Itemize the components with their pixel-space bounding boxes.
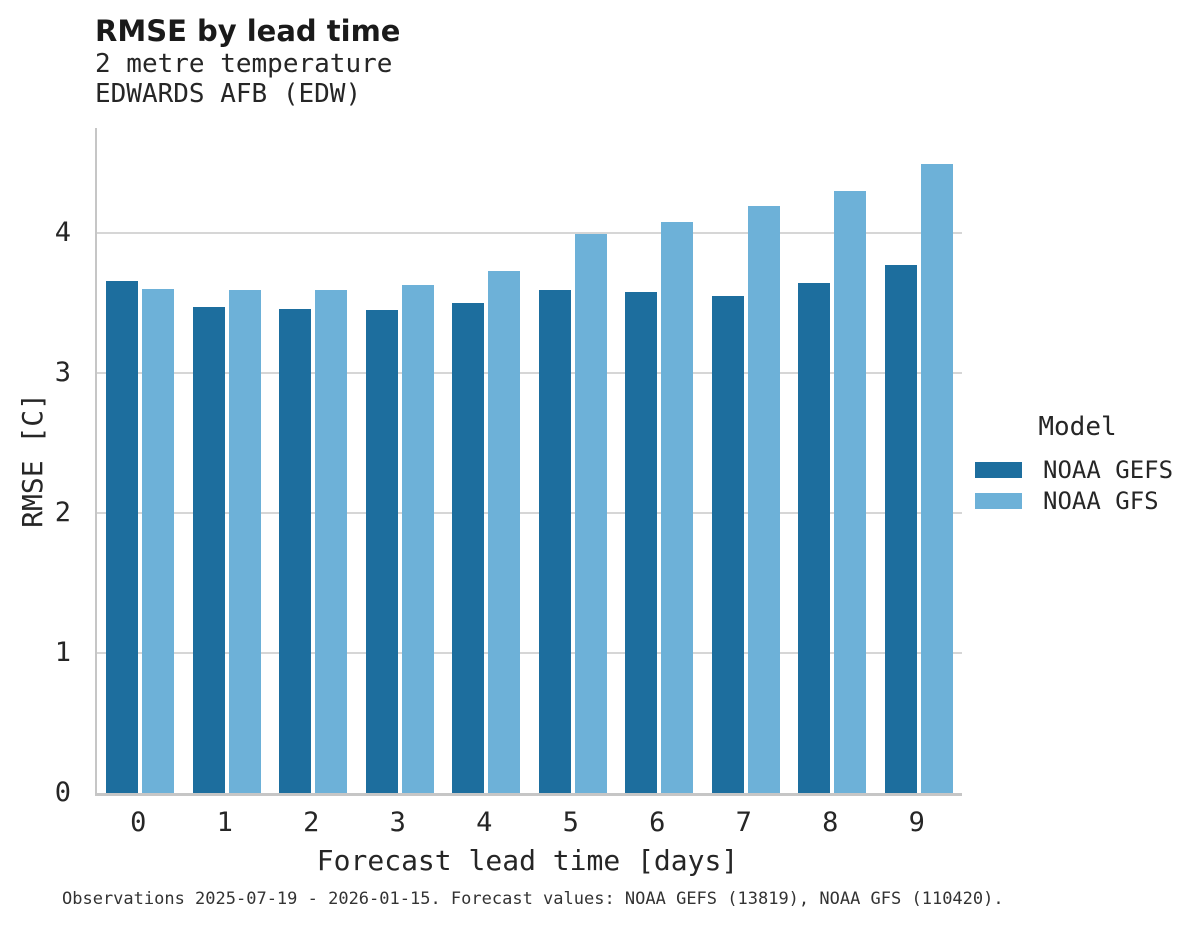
x-axis-title: Forecast lead time [days] (316, 844, 739, 877)
bar-noaa-gfs-lead-5 (574, 234, 607, 793)
plot-area (95, 128, 962, 796)
x-tick-label-8: 8 (822, 807, 839, 838)
gridline-y3 (97, 372, 962, 374)
bar-noaa-gefs-lead-7 (711, 296, 744, 793)
bar-group-lead-7 (703, 206, 790, 793)
gridline-y1 (97, 652, 962, 654)
y-tick-label-2: 2 (54, 497, 71, 528)
x-tick-label-3: 3 (389, 807, 406, 838)
bar-noaa-gfs-lead-2 (315, 290, 348, 793)
x-tick-label-0: 0 (130, 807, 147, 838)
legend-item-noaa-gefs: NOAA GEFS (975, 454, 1180, 485)
x-tick-label-2: 2 (303, 807, 320, 838)
bar-group-lead-4 (443, 271, 530, 793)
x-tick-label-4: 4 (476, 807, 493, 838)
legend-label-noaa-gfs: NOAA GFS (1043, 486, 1159, 515)
bar-noaa-gefs-lead-2 (279, 309, 312, 793)
bar-noaa-gefs-lead-1 (192, 307, 225, 793)
legend-label-noaa-gefs: NOAA GEFS (1043, 455, 1174, 484)
bar-noaa-gfs-lead-0 (142, 289, 175, 793)
bar-group-lead-5 (530, 234, 617, 793)
bar-noaa-gefs-lead-3 (365, 310, 398, 793)
gridline-y2 (97, 512, 962, 514)
bar-noaa-gefs-lead-0 (106, 281, 139, 793)
caption: Observations 2025-07-19 - 2026-01-15. Fo… (62, 889, 1004, 909)
chart-subtitle-variable: 2 metre temperature (95, 48, 393, 79)
bar-group-lead-3 (357, 285, 444, 793)
x-tick-label-6: 6 (649, 807, 666, 838)
bar-group-lead-2 (270, 290, 357, 793)
bar-group-lead-8 (789, 191, 876, 793)
bar-group-lead-6 (616, 222, 703, 793)
bar-noaa-gefs-lead-8 (798, 283, 831, 793)
noaa-gfs-swatch (975, 492, 1022, 509)
bar-noaa-gfs-lead-7 (747, 206, 780, 793)
bar-noaa-gfs-lead-4 (488, 271, 521, 793)
bar-group-lead-9 (876, 164, 963, 793)
y-tick-label-0: 0 (54, 777, 71, 808)
x-axis-ticks: 0 1 2 3 4 5 6 7 8 9 (95, 807, 960, 839)
legend-item-noaa-gfs: NOAA GFS (975, 485, 1180, 516)
x-tick-label-1: 1 (216, 807, 233, 838)
y-tick-label-3: 3 (54, 357, 71, 388)
gridline-y4 (97, 232, 962, 234)
chart-header: RMSE by lead time 2 metre temperature ED… (95, 14, 400, 110)
bar-noaa-gfs-lead-9 (920, 164, 953, 793)
y-axis-ticks: 0 1 2 3 4 (0, 128, 71, 808)
bar-noaa-gfs-lead-1 (228, 290, 261, 793)
bar-noaa-gfs-lead-8 (834, 191, 867, 793)
y-tick-label-4: 4 (54, 217, 71, 248)
y-tick-label-1: 1 (54, 637, 71, 668)
bar-groups (97, 128, 962, 793)
bar-noaa-gfs-lead-6 (661, 222, 694, 793)
bar-noaa-gefs-lead-6 (625, 292, 658, 793)
bar-group-lead-1 (184, 290, 271, 793)
noaa-gefs-swatch (975, 461, 1022, 478)
bar-noaa-gefs-lead-4 (452, 303, 485, 793)
legend: Model NOAA GEFS NOAA GFS (975, 412, 1180, 516)
bar-noaa-gefs-lead-9 (884, 265, 917, 793)
bar-group-lead-0 (97, 281, 184, 793)
legend-title: Model (1038, 412, 1117, 442)
x-tick-label-5: 5 (562, 807, 579, 838)
chart-subtitle-station: EDWARDS AFB (EDW) (95, 79, 362, 110)
x-tick-label-9: 9 (908, 807, 925, 838)
bar-noaa-gefs-lead-5 (538, 290, 571, 793)
x-tick-label-7: 7 (735, 807, 752, 838)
bar-noaa-gfs-lead-3 (401, 285, 434, 793)
chart-title: RMSE by lead time (95, 14, 401, 48)
